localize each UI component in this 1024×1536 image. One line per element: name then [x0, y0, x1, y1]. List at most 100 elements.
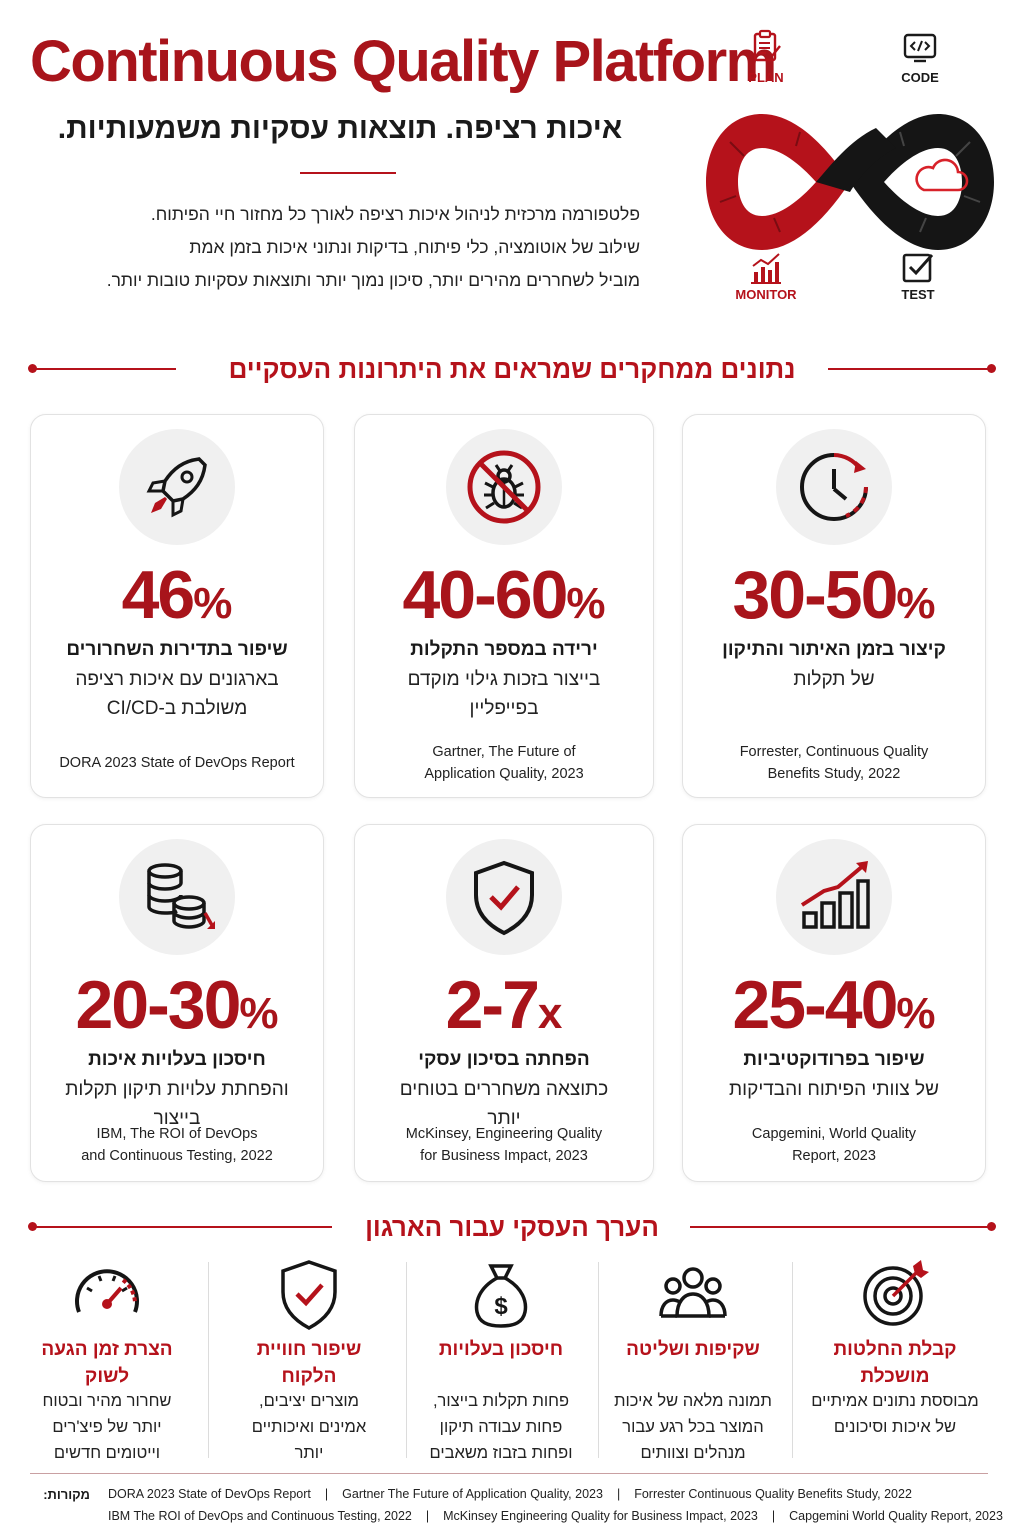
stat-headline: קיצור בזמן האיתור והתיקון: [722, 639, 946, 660]
stat-value: 25-40: [732, 967, 898, 1043]
devops-loop-diagram: PLAN CODE MONITOR TEST: [700, 20, 1000, 310]
title-divider: [300, 172, 396, 174]
code-icon: [903, 33, 937, 63]
value-desc-line: וייטומים חדשים: [53, 1444, 161, 1462]
divider-line: [690, 1226, 992, 1228]
stat-desc-line: בייצור בזכות גילוי מוקדם: [407, 669, 601, 690]
source-item: Capgemini World Quality Report, 2023: [789, 1509, 1003, 1523]
source-separator: |: [425, 1509, 430, 1523]
speedometer-icon: [75, 1269, 139, 1313]
sources-label: מקורות:: [43, 1487, 90, 1502]
divider-dot: [987, 364, 996, 373]
stat-value: 30-50: [732, 557, 898, 633]
stat-source-line: McKinsey, Engineering Quality: [405, 1126, 603, 1142]
stat-desc-line: יותר: [487, 1108, 521, 1129]
clock-icon: [800, 453, 868, 521]
value-item: קבלת החלטות מושכלת מבוססת נתונים אמיתיים…: [802, 1258, 988, 1468]
value-headline: חיסכון בעלויות: [438, 1339, 564, 1360]
intro-line: שילוב של אוטומציה, כלי פיתוח, בדיקות ונת…: [189, 237, 640, 257]
stat-value: 40-60: [402, 557, 568, 633]
stat-card: 40-60% ירידה במספר התקלות בייצור בזכות ג…: [354, 414, 654, 798]
stat-suffix: %: [896, 579, 936, 628]
value-desc-line: שחרור מהיר ובטוח: [42, 1392, 172, 1410]
stat-suffix: %: [239, 989, 279, 1038]
research-section-header: נתונים ממחקרים שמראים את היתרונות העסקיי…: [28, 354, 996, 384]
value-item: הצרת זמן הגעה לשוק שחרור מהיר ובטוח יותר…: [14, 1258, 200, 1468]
value-headline: שיפור חוויית: [256, 1339, 362, 1360]
research-section-title: נתונים ממחקרים שמראים את היתרונות העסקיי…: [228, 354, 796, 384]
stat-headline: הפחתה בסיכון עסקי: [418, 1049, 590, 1070]
loop-label-monitor: MONITOR: [735, 287, 797, 302]
divider-line: [32, 368, 176, 370]
column-divider: [598, 1262, 599, 1458]
checkbox-icon: [902, 253, 934, 283]
column-divider: [208, 1262, 209, 1458]
value-section-title: הערך העסקי עבור הארגון: [365, 1212, 659, 1242]
loop-label-code: CODE: [901, 70, 939, 85]
stat-suffix: x: [537, 989, 563, 1038]
value-desc-line: יותר: [294, 1444, 324, 1462]
shield-check-icon: [474, 860, 534, 936]
team-icon: [659, 1267, 727, 1318]
clipboard-icon: [753, 29, 781, 62]
stat-source-line: Gartner, The Future of: [432, 744, 576, 760]
value-item: $ חיסכון בעלויות פחות תקלות בייצור, פחות…: [408, 1258, 594, 1468]
stat-source-line: Benefits Study, 2022: [767, 766, 901, 782]
value-desc-line: ופחות בזבוז משאבים: [429, 1444, 573, 1462]
sources-row: DORA 2023 State of DevOps Report | Gartner…: [108, 1487, 912, 1501]
stat-desc-line: של תקלות: [793, 669, 875, 690]
source-separator: |: [616, 1487, 621, 1501]
stat-desc-line: בארגונים עם איכות רציפה: [75, 669, 279, 690]
value-desc-line: תמונה מלאה של איכות: [614, 1392, 772, 1410]
intro-line: פלטפורמה מרכזית לניהול איכות רציפה לאורך…: [150, 204, 640, 224]
value-desc-line: מוצרים יציבים,: [259, 1392, 359, 1410]
shield-check-icon: [281, 1260, 337, 1330]
growth-chart-icon: [800, 861, 870, 929]
money-bag-icon: $: [474, 1264, 528, 1328]
stat-card: 30-50% קיצור בזמן האיתור והתיקון של תקלו…: [682, 414, 986, 798]
infinity-loop-icon: [706, 114, 994, 250]
stat-headline: ירידה במספר התקלות: [410, 639, 598, 660]
chart-icon: [751, 253, 781, 284]
stat-desc-line: של צוותי הפיתוח והבדיקות: [729, 1079, 939, 1100]
stat-desc-line: והפחתת עלויות תיקון תקלות: [65, 1079, 289, 1100]
page-subtitle: איכות רציפה. תוצאות עסקיות משמעותיות.: [57, 112, 623, 145]
value-desc-line: פחות תקלות בייצור,: [432, 1392, 570, 1410]
source-separator: |: [771, 1509, 776, 1523]
target-icon: [863, 1260, 929, 1326]
stat-desc-line: בייצור: [153, 1108, 201, 1129]
svg-text:$: $: [494, 1293, 508, 1320]
stat-desc-line: בפייפליין: [469, 698, 539, 719]
value-desc-line: יותר של פיצ'רים: [52, 1418, 162, 1436]
value-headline: מושכלת: [860, 1366, 930, 1387]
stat-value: 46: [121, 557, 196, 633]
rocket-icon: [146, 457, 207, 518]
value-desc-line: המוצר בכל רגע עבור: [622, 1418, 764, 1436]
sources-divider: [30, 1473, 988, 1474]
stat-source-line: IBM, The ROI of DevOps: [96, 1126, 258, 1142]
stat-card: 25-40% שיפור בפרודוקטיביות של צוותי הפית…: [682, 824, 986, 1182]
stat-source-line: DORA 2023 State of DevOps Report: [59, 755, 295, 771]
value-desc-line: מבוססת נתונים אמיתיים: [811, 1392, 979, 1410]
intro-text: פלטפורמה מרכזית לניהול איכות רציפה לאורך…: [40, 198, 640, 297]
source-item: IBM The ROI of DevOps and Continuous Tes…: [108, 1509, 412, 1523]
source-separator: |: [324, 1487, 329, 1501]
value-headline: הצרת זמן הגעה: [41, 1339, 173, 1360]
intro-line: מוביל לשחררים מהירים יותר, סיכון נמוך יו…: [106, 270, 640, 290]
cloud-icon: [915, 158, 969, 192]
value-headline: לשוק: [84, 1366, 130, 1387]
loop-label-test: TEST: [901, 287, 935, 302]
value-headline: קבלת החלטות: [833, 1339, 957, 1360]
divider-line: [32, 1226, 332, 1228]
divider-dot: [987, 1222, 996, 1231]
stat-suffix: %: [896, 989, 936, 1038]
stat-desc-line: משולבת ב-CI/CD: [106, 698, 248, 719]
column-divider: [792, 1262, 793, 1458]
stat-source-line: Capgemini, World Quality: [751, 1126, 917, 1142]
value-desc-line: של איכות וסיכונים: [833, 1418, 957, 1436]
stat-source-line: and Continuous Testing, 2022: [81, 1148, 273, 1164]
sources-row: IBM The ROI of DevOps and Continuous Tes…: [108, 1509, 1003, 1523]
source-item: Gartner The Future of Application Qualit…: [342, 1487, 603, 1501]
stat-value: 20-30: [75, 967, 241, 1043]
stat-source-line: Report, 2023: [792, 1148, 876, 1164]
